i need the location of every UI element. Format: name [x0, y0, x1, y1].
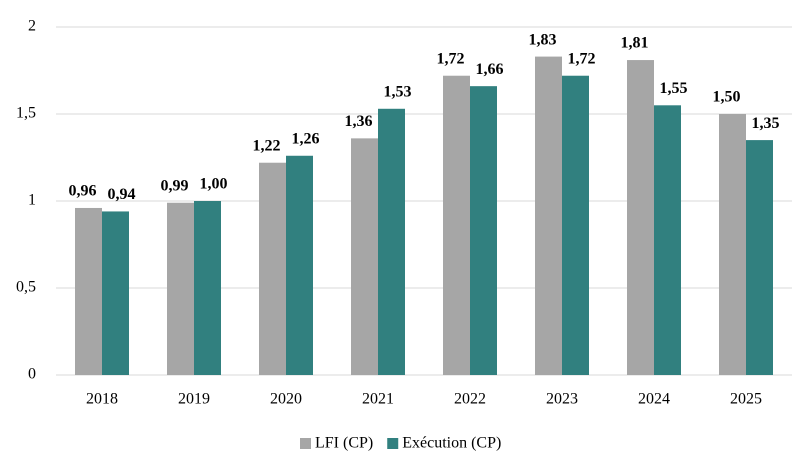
value-label: 1,35 [752, 115, 780, 132]
legend-label: Exécution (CP) [402, 435, 501, 452]
value-label: 0,94 [108, 186, 136, 203]
y-tick-label: 1,5 [16, 105, 36, 122]
x-tick-label: 2025 [730, 391, 762, 408]
legend-swatch [300, 438, 311, 449]
value-label: 1,26 [292, 130, 320, 147]
bar [351, 138, 378, 375]
bar [627, 60, 654, 376]
legend-label: LFI (CP) [315, 435, 373, 452]
bar [443, 75, 470, 375]
x-tick-label: 2021 [362, 391, 394, 408]
bar [719, 114, 746, 375]
x-tick-label: 2022 [454, 391, 486, 408]
value-label: 1,55 [660, 80, 688, 97]
x-tick-label: 2019 [178, 391, 210, 408]
value-label: 0,99 [161, 177, 189, 194]
value-label: 1,66 [476, 61, 504, 78]
value-label: 1,53 [384, 83, 412, 100]
y-tick-label: 0,5 [16, 279, 36, 296]
value-label: 1,00 [200, 176, 228, 193]
value-label: 1,36 [345, 113, 373, 130]
value-label: 1,83 [529, 31, 557, 48]
bar [746, 140, 773, 375]
bar [378, 108, 405, 375]
value-label: 0,96 [69, 183, 97, 200]
x-tick-label: 2024 [638, 391, 670, 408]
x-tick-label: 2020 [270, 391, 302, 408]
bar [535, 56, 562, 376]
bar [102, 211, 129, 375]
bar [470, 86, 497, 375]
value-label: 1,81 [621, 35, 649, 52]
bar [75, 207, 102, 375]
legend-swatch [387, 438, 399, 449]
bar [654, 105, 681, 376]
value-label: 1,72 [568, 50, 596, 67]
y-tick-label: 0 [28, 366, 36, 383]
y-tick-label: 2 [28, 18, 36, 35]
x-tick-label: 2018 [86, 391, 118, 408]
value-label: 1,50 [713, 89, 741, 106]
value-label: 1,22 [253, 137, 281, 154]
bar [167, 202, 194, 375]
y-tick-label: 1 [28, 192, 36, 209]
bar [194, 201, 221, 375]
bar [259, 162, 286, 375]
bar [286, 155, 313, 375]
value-label: 1,72 [437, 50, 465, 67]
x-tick-label: 2023 [546, 391, 578, 408]
bar [562, 75, 589, 375]
